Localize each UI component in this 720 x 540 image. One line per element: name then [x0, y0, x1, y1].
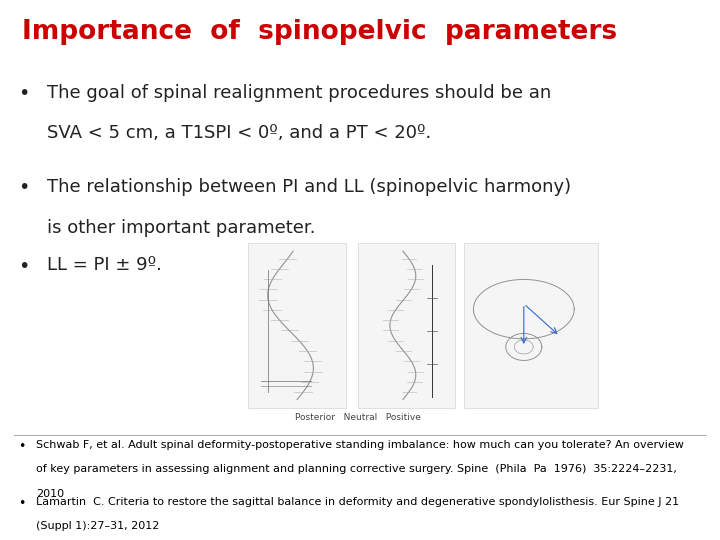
Text: Lamartin  C. Criteria to restore the sagittal balance in deformity and degenerat: Lamartin C. Criteria to restore the sagi…	[36, 497, 679, 507]
Text: •: •	[18, 497, 25, 510]
Text: The relationship between PI and LL (spinopelvic harmony): The relationship between PI and LL (spin…	[47, 178, 571, 196]
Text: (Suppl 1):27–31, 2012: (Suppl 1):27–31, 2012	[36, 521, 159, 531]
Bar	[248, 243, 346, 408]
Bar	[464, 243, 598, 408]
Text: SVA < 5 cm, a T1SPI < 0º, and a PT < 20º.: SVA < 5 cm, a T1SPI < 0º, and a PT < 20º…	[47, 124, 431, 142]
Text: •: •	[18, 256, 30, 275]
Text: 2010: 2010	[36, 489, 64, 499]
Text: is other important parameter.: is other important parameter.	[47, 219, 315, 237]
Bar	[358, 243, 455, 408]
Text: •: •	[18, 440, 25, 453]
Text: Posterior   Neutral   Positive: Posterior Neutral Positive	[295, 413, 420, 422]
Text: •: •	[18, 178, 30, 197]
Text: Schwab F, et al. Adult spinal deformity-postoperative standing imbalance: how mu: Schwab F, et al. Adult spinal deformity-…	[36, 440, 684, 450]
Text: of key parameters in assessing alignment and planning corrective surgery. Spine : of key parameters in assessing alignment…	[36, 464, 677, 475]
Text: The goal of spinal realignment procedures should be an: The goal of spinal realignment procedure…	[47, 84, 551, 102]
Text: Importance  of  spinopelvic  parameters: Importance of spinopelvic parameters	[22, 19, 617, 45]
Text: LL = PI ± 9º.: LL = PI ± 9º.	[47, 256, 162, 274]
Text: •: •	[18, 84, 30, 103]
